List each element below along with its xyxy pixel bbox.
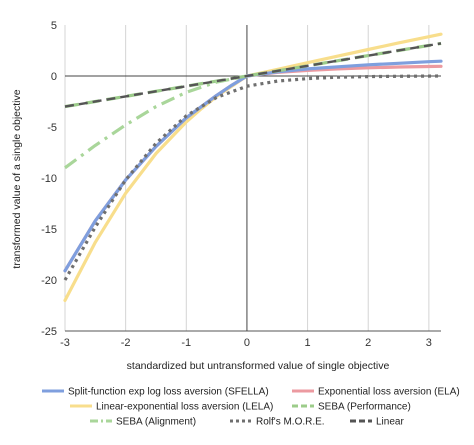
y-tick-label: 5 [51,20,57,32]
y-tick-label: 0 [51,71,57,83]
axes [65,25,441,332]
x-tick-label: 3 [426,337,432,349]
y-tick-label: -15 [41,224,57,236]
series-line-4 [64,74,248,170]
legend-label: Exponential loss aversion (ELA) [318,387,460,398]
x-tick-label: 1 [305,337,311,349]
x-tick-label: 0 [244,337,250,349]
y-tick-label: -5 [47,122,57,134]
series-line-5 [63,74,442,281]
y-tick-label: -25 [41,326,57,338]
legend-label: Split-function exp log loss aversion (SF… [68,387,269,398]
series-line-6 [64,42,442,108]
legend-label: Linear [376,417,404,428]
series-line-0 [63,59,443,273]
x-tick-label: 2 [365,337,371,349]
x-tick-label: -3 [60,337,70,349]
legend-label: Rolf's M.O.R.E. [256,417,325,428]
x-axis-title: standardized but untransformed value of … [127,360,390,372]
legend-label: Linear-exponential loss aversion (LELA) [96,402,273,413]
legend-label: SEBA (Performance) [318,402,411,413]
x-tick-label: -2 [121,337,131,349]
y-axis-title: transformed value of a single objective [11,89,23,268]
tick-labels: -3 -2 -1 0 1 2 350-5-10-15-20-25 [41,20,432,349]
y-tick-label: -10 [41,173,57,185]
x-tick-label: -1 [181,337,191,349]
legend-label: SEBA (Alignment) [116,417,196,428]
legend: Split-function exp log loss aversion (SF… [42,387,460,428]
y-tick-label: -20 [41,275,57,287]
plot-area [63,32,443,302]
